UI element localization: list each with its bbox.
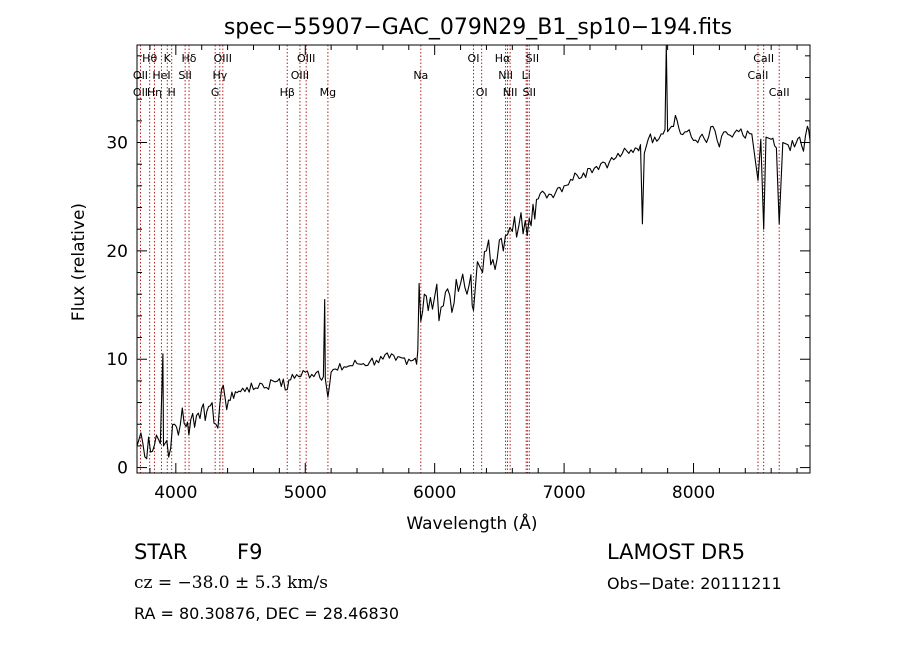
line-marker-label: K — [164, 52, 172, 65]
line-marker-label: Na — [413, 69, 428, 82]
line-marker-label: NII — [498, 69, 513, 82]
line-markers: OIIOIIHθHηHeIKHSIIHδGHγOIIIHβOIIIOIIIMgN… — [133, 45, 790, 473]
y-tick-label: 0 — [117, 459, 128, 479]
x-tick-label: 8000 — [672, 483, 715, 503]
line-marker-label: Hη — [147, 86, 162, 99]
line-marker-label: CaII — [769, 86, 790, 99]
line-marker-label: CaII — [753, 52, 774, 65]
line-marker-label: CaII — [748, 69, 769, 82]
object-class: STAR — [134, 540, 188, 564]
line-marker-label: Hα — [495, 52, 511, 65]
line-marker-label: Hδ — [182, 52, 197, 65]
y-tick-label: 10 — [106, 350, 128, 370]
line-marker-label: SII — [178, 69, 191, 82]
y-tick-label: 30 — [106, 134, 128, 154]
line-marker-label: NII — [503, 86, 518, 99]
x-axis-label: Wavelength (Å) — [406, 512, 537, 534]
line-marker-label: G — [211, 86, 220, 99]
line-marker-label: Hβ — [280, 86, 295, 99]
coordinates: RA = 80.30876, DEC = 28.46830 — [134, 604, 400, 623]
line-marker-label: H — [168, 86, 176, 99]
line-marker-label: Hγ — [212, 69, 227, 82]
x-tick-label: 6000 — [413, 483, 456, 503]
line-marker-label: Mg — [320, 86, 336, 99]
line-marker-label: SII — [523, 86, 536, 99]
line-marker-label: OII — [133, 69, 148, 82]
line-marker-label: OI — [468, 52, 480, 65]
plot-frame — [136, 44, 811, 474]
line-marker-label: Li — [522, 69, 531, 82]
line-marker-label: Hθ — [142, 52, 157, 65]
line-marker-label: SII — [526, 52, 539, 65]
subclass: F9 — [237, 540, 263, 564]
line-marker-label: OIII — [297, 52, 315, 65]
axes: 4000 5000 6000 7000 8000 0 10 20 30 — [106, 45, 810, 503]
survey-name: LAMOST DR5 — [607, 540, 746, 564]
x-tick-label: 5000 — [284, 483, 327, 503]
y-axis-label: Flux (relative) — [69, 203, 89, 321]
line-marker-label: HeI — [152, 69, 170, 82]
redshift-info: cz = −38.0 ± 5.3 km/s — [134, 573, 328, 593]
x-tick-label: 4000 — [154, 483, 197, 503]
chart-title: spec−55907−GAC_079N29_B1_sp10−194.fits — [224, 15, 732, 40]
obs-date: Obs−Date: 20111211 — [607, 574, 782, 593]
line-marker-label: OIII — [291, 69, 309, 82]
spectrum-line — [136, 44, 811, 460]
spectrum-series — [136, 44, 811, 460]
line-marker-label: OIII — [214, 52, 232, 65]
y-tick-label: 20 — [106, 242, 128, 262]
x-tick-label: 7000 — [542, 483, 585, 503]
line-marker-label: OI — [476, 86, 488, 99]
